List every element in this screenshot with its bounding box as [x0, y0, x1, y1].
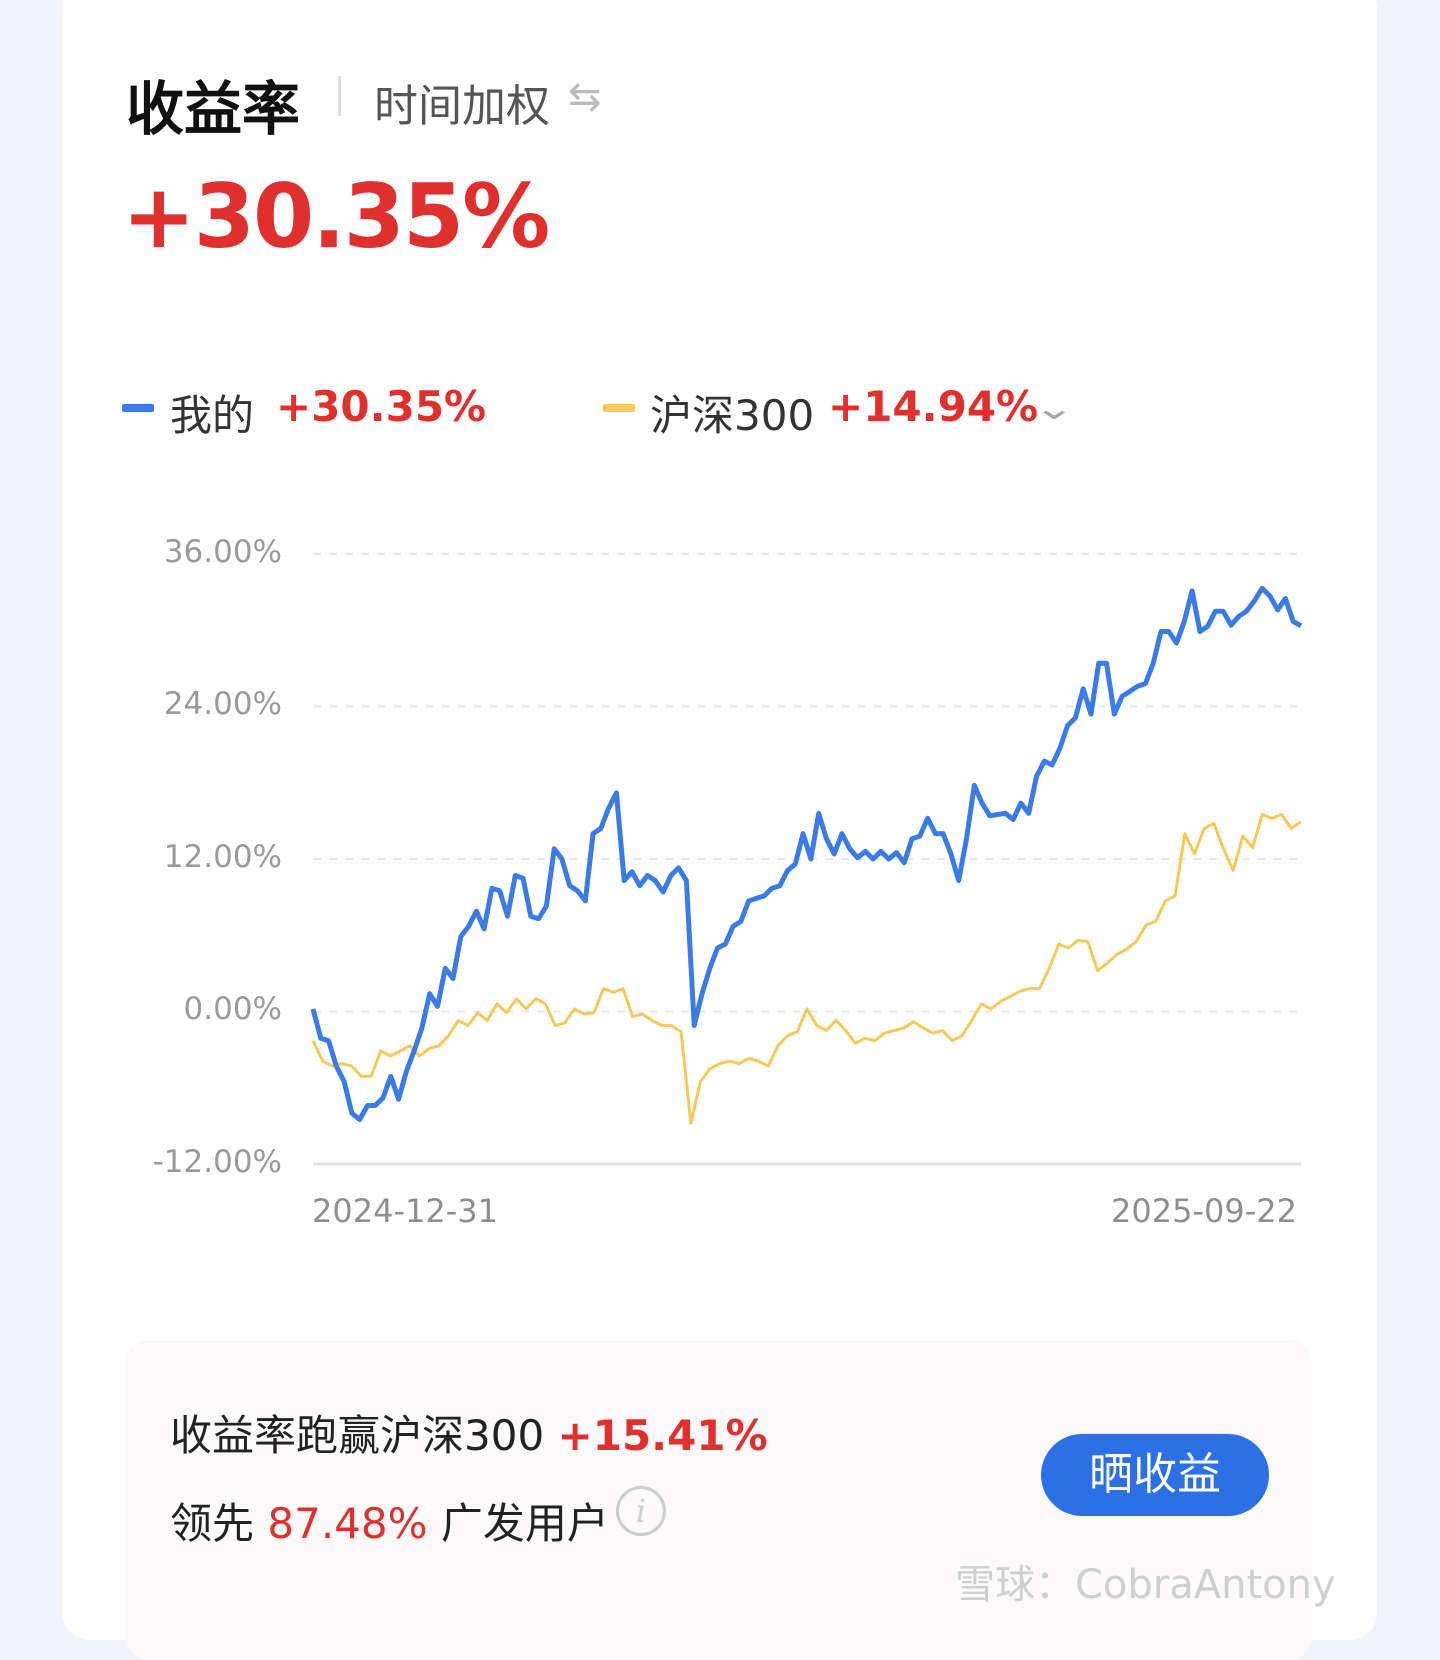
share-returns-button[interactable]: 晒收益: [1041, 1434, 1269, 1516]
y-tick: 12.00%: [163, 839, 282, 875]
legend-benchmark-swatch: [603, 404, 635, 412]
weighting-mode-toggle[interactable]: 时间加权: [374, 81, 550, 132]
watermark: 雪球：CobraAntony: [955, 1562, 1336, 1608]
legend-mine-value: +30.35%: [276, 382, 487, 431]
legend-mine-swatch: [122, 404, 154, 412]
lead-users-text: 领先 87.48% 广发用户: [170, 1490, 609, 1551]
series-line-mine: [310, 585, 1303, 1122]
y-tick: -12.00%: [152, 1144, 282, 1180]
y-tick: 24.00%: [163, 686, 282, 722]
chevron-down-icon[interactable]: ⌄: [1032, 388, 1076, 428]
legend-mine-label: 我的: [170, 391, 255, 440]
x-tick-end: 2025-09-22: [1111, 1192, 1297, 1230]
legend-benchmark-value: +14.94%: [828, 382, 1039, 431]
beat-value: +15.41%: [557, 1411, 768, 1460]
info-icon[interactable]: i: [616, 1486, 666, 1536]
legend-benchmark-label[interactable]: 沪深300: [650, 391, 815, 440]
beat-benchmark-text: 收益率跑赢沪深300 +15.41%: [170, 1402, 768, 1463]
lead-prefix: 领先: [170, 1499, 255, 1548]
y-tick: 36.00%: [163, 534, 282, 570]
lead-value: 87.48%: [267, 1499, 428, 1548]
page-title: 收益率: [126, 75, 301, 143]
series-line-benchmark: [311, 813, 1302, 1125]
x-tick-start: 2024-12-31: [312, 1192, 498, 1230]
beat-label: 收益率跑赢沪深300: [170, 1411, 545, 1460]
returns-chart[interactable]: [0, 0, 1440, 1623]
swap-arrows-icon[interactable]: ⇆: [568, 74, 602, 120]
total-return-value: +30.35%: [122, 165, 550, 268]
y-tick: 0.00%: [183, 991, 282, 1027]
divider: [338, 76, 341, 116]
lead-suffix: 广发用户: [440, 1499, 609, 1548]
